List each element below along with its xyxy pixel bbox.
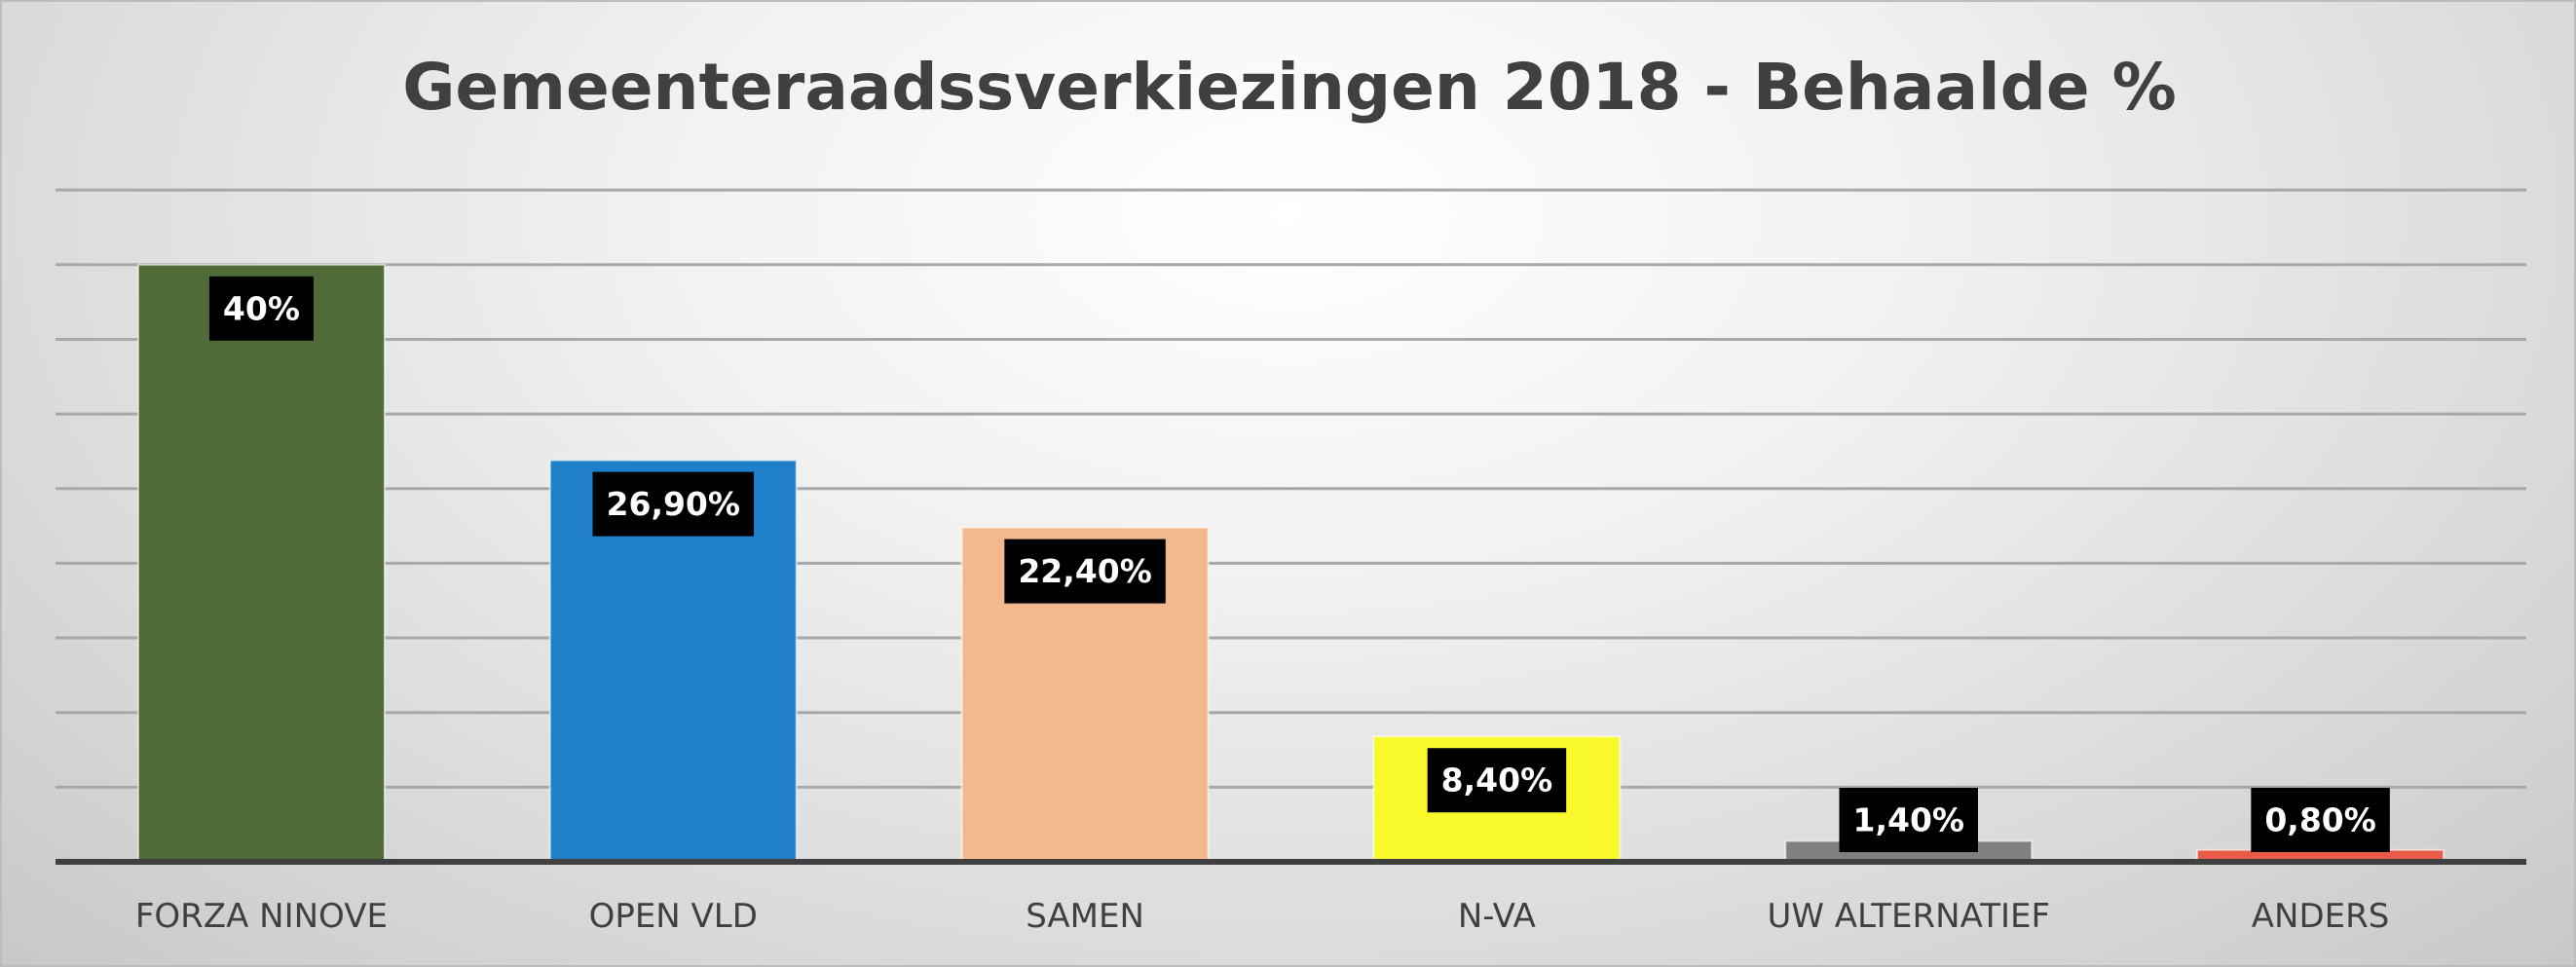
data-label-box	[592, 471, 754, 537]
data-label-text: 8,40%	[1441, 762, 1553, 800]
category-labels: FORZA NINOVE OPEN VLD SAMEN N-VA UW ALTERNAT…	[135, 897, 2390, 936]
data-label: 1,40%	[1839, 788, 1978, 852]
category-label: OPEN VLD	[589, 897, 758, 936]
data-label-box	[1839, 788, 1978, 852]
bars	[136, 263, 2445, 864]
gridlines	[56, 188, 2526, 789]
category-label: FORZA NINOVE	[135, 897, 388, 936]
data-label-text: 0,80%	[2264, 801, 2376, 839]
category-label: UW ALTERNATIEF	[1767, 897, 2050, 936]
category-label: SAMEN	[1026, 897, 1144, 936]
data-label: 40%	[208, 276, 314, 341]
data-label-text: 26,90%	[607, 485, 740, 523]
data-label-box	[1004, 539, 1166, 604]
bar	[136, 263, 386, 863]
data-label-box	[2251, 788, 2390, 852]
data-label-text: 40%	[223, 289, 300, 327]
category-label: N-VA	[1458, 897, 1536, 936]
data-label: 26,90%	[592, 471, 754, 537]
data-label: 8,40%	[1427, 748, 1567, 813]
chart-title: Gemeenteraadssverkiezingen 2018 - Behaal…	[402, 50, 2176, 125]
data-label: 0,80%	[2251, 788, 2390, 852]
data-label-text: 1,40%	[1853, 801, 1965, 839]
data-label-text: 22,40%	[1018, 552, 1151, 590]
data-label: 22,40%	[1004, 539, 1166, 604]
category-label: ANDERS	[2252, 897, 2390, 936]
data-label-box	[208, 276, 314, 341]
data-label-box	[1427, 748, 1567, 813]
data-labels: 40% 26,90% 22,40% 8,40% 1,40% 0,80%	[208, 276, 2390, 852]
